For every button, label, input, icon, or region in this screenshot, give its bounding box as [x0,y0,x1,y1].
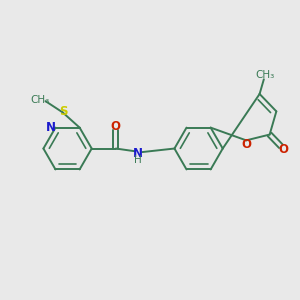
Text: S: S [59,105,68,118]
Text: O: O [111,120,121,133]
Text: O: O [241,138,251,151]
Text: O: O [279,143,289,156]
Text: N: N [46,121,56,134]
Text: CH₃: CH₃ [255,70,275,80]
Text: H: H [134,155,142,165]
Text: N: N [133,147,143,160]
Text: CH₃: CH₃ [31,95,50,105]
